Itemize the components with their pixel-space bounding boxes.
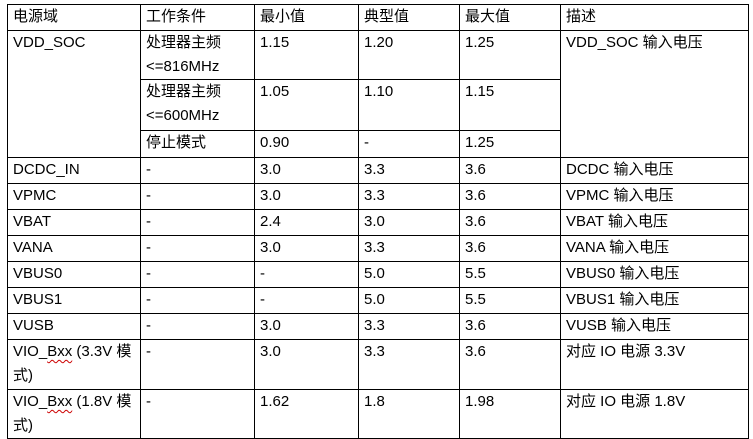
table-row-vusb: VUSB - 3.0 3.3 3.6 VUSB 输入电压 (7, 313, 749, 340)
max-cell: 1.25 (459, 130, 561, 158)
power-domain-cell: VBUS0 (7, 261, 141, 288)
min-cell: 2.4 (254, 209, 359, 236)
condition-cell: - (140, 287, 255, 314)
typical-cell: 5.0 (358, 261, 460, 288)
condition-cell: - (140, 339, 255, 390)
table-row-vdd-soc-816: VDD_SOC 处理器主频 <=816MHz 1.15 1.20 1.25 VD… (7, 30, 749, 158)
table-row-vbus0: VBUS0 - - 5.0 5.5 VBUS0 输入电压 (7, 261, 749, 288)
typical-cell: - (358, 130, 460, 158)
max-cell: 1.25 (459, 30, 561, 80)
min-cell: 3.0 (254, 157, 359, 184)
typical-cell: 3.3 (358, 235, 460, 262)
description-cell: VBUS0 输入电压 (560, 261, 749, 288)
table-row-vpmc: VPMC - 3.0 3.3 3.6 VPMC 输入电压 (7, 183, 749, 210)
table-row-vio-1v8: VIO_Bxx (1.8V 模式) - 1.62 1.8 1.98 对应 IO … (7, 389, 749, 439)
max-cell: 5.5 (459, 287, 561, 314)
table-row-dcdc-in: DCDC_IN - 3.0 3.3 3.6 DCDC 输入电压 (7, 157, 749, 184)
condition-cell: - (140, 313, 255, 340)
max-cell: 3.6 (459, 339, 561, 390)
table-row-vdd-soc-stop: 停止模式 0.90 - 1.25 (8, 130, 749, 158)
power-domain-cell: DCDC_IN (7, 157, 141, 184)
power-domain-cell: VDD_SOC (7, 30, 141, 158)
col-header-description: 描述 (560, 4, 749, 31)
typical-cell: 3.3 (358, 339, 460, 390)
min-cell: 0.90 (254, 130, 359, 158)
header-row: 电源域 工作条件 最小值 典型值 最大值 描述 (7, 4, 749, 31)
power-domain-cell: VUSB (7, 313, 141, 340)
description-cell: 对应 IO 电源 1.8V (560, 389, 749, 439)
condition-cell: - (140, 183, 255, 210)
min-cell: 3.0 (254, 183, 359, 210)
max-cell: 1.15 (459, 79, 561, 131)
condition-cell: 处理器主频 <=600MHz (140, 79, 255, 131)
description-cell: 对应 IO 电源 3.3V (560, 339, 749, 390)
power-domain-cell: VIO_Bxx (3.3V 模式) (7, 339, 141, 390)
spellcheck-flagged-text: Bxx (47, 393, 73, 410)
description-cell: VBUS1 输入电压 (560, 287, 749, 314)
col-header-min: 最小值 (254, 4, 359, 31)
typical-cell: 3.3 (358, 183, 460, 210)
min-cell: 1.15 (254, 30, 359, 80)
table-row-vbat: VBAT - 2.4 3.0 3.6 VBAT 输入电压 (7, 209, 749, 236)
description-cell: VANA 输入电压 (560, 235, 749, 262)
max-cell: 5.5 (459, 261, 561, 288)
min-cell: 3.0 (254, 235, 359, 262)
power-domain-cell: VANA (7, 235, 141, 262)
typical-cell: 5.0 (358, 287, 460, 314)
power-domain-cell: VIO_Bxx (1.8V 模式) (7, 389, 141, 439)
min-cell: 3.0 (254, 339, 359, 390)
spellcheck-flagged-text: Bxx (47, 343, 73, 360)
max-cell: 3.6 (459, 235, 561, 262)
condition-cell: - (140, 235, 255, 262)
condition-cell: 处理器主频 <=816MHz (140, 30, 255, 80)
col-header-max: 最大值 (459, 4, 561, 31)
domain-text-suffix: (1.8V 模式) (13, 393, 132, 434)
domain-text-suffix: (3.3V 模式) (13, 343, 132, 384)
condition-cell: - (140, 209, 255, 236)
typical-cell: 3.3 (358, 157, 460, 184)
col-header-power-domain: 电源域 (7, 4, 141, 31)
min-cell: 1.05 (254, 79, 359, 131)
condition-cell: - (140, 261, 255, 288)
max-cell: 3.6 (459, 183, 561, 210)
description-cell: VBAT 输入电压 (560, 209, 749, 236)
max-cell: 3.6 (459, 313, 561, 340)
min-cell: - (254, 261, 359, 288)
table-row-vio-3v3: VIO_Bxx (3.3V 模式) - 3.0 3.3 3.6 对应 IO 电源… (7, 339, 749, 390)
min-cell: 1.62 (254, 389, 359, 439)
table-row-vbus1: VBUS1 - - 5.0 5.5 VBUS1 输入电压 (7, 287, 749, 314)
power-domain-cell: VPMC (7, 183, 141, 210)
col-header-condition: 工作条件 (140, 4, 255, 31)
typical-cell: 3.3 (358, 313, 460, 340)
condition-cell: 停止模式 (140, 130, 255, 158)
power-domain-cell: VBUS1 (7, 287, 141, 314)
max-cell: 1.98 (459, 389, 561, 439)
condition-cell: - (140, 157, 255, 184)
power-domain-cell: VBAT (7, 209, 141, 236)
domain-text-prefix: VIO_ (13, 393, 48, 410)
min-cell: - (254, 287, 359, 314)
col-header-typical: 典型值 (358, 4, 460, 31)
table-row-vdd-soc-600: 处理器主频 <=600MHz 1.05 1.10 1.15 (8, 79, 749, 131)
power-domain-spec-table: 电源域 工作条件 最小值 典型值 最大值 描述 VDD_SOC 处理器主频 <=… (7, 4, 749, 439)
max-cell: 3.6 (459, 157, 561, 184)
domain-text-prefix: VIO_ (13, 343, 48, 360)
typical-cell: 1.20 (358, 30, 460, 80)
description-cell: VDD_SOC 输入电压 (560, 30, 749, 158)
max-cell: 3.6 (459, 209, 561, 236)
typical-cell: 1.8 (358, 389, 460, 439)
description-cell: VPMC 输入电压 (560, 183, 749, 210)
condition-cell: - (140, 389, 255, 439)
typical-cell: 3.0 (358, 209, 460, 236)
min-cell: 3.0 (254, 313, 359, 340)
description-cell: VUSB 输入电压 (560, 313, 749, 340)
table-row-vana: VANA - 3.0 3.3 3.6 VANA 输入电压 (7, 235, 749, 262)
typical-cell: 1.10 (358, 79, 460, 131)
description-cell: DCDC 输入电压 (560, 157, 749, 184)
